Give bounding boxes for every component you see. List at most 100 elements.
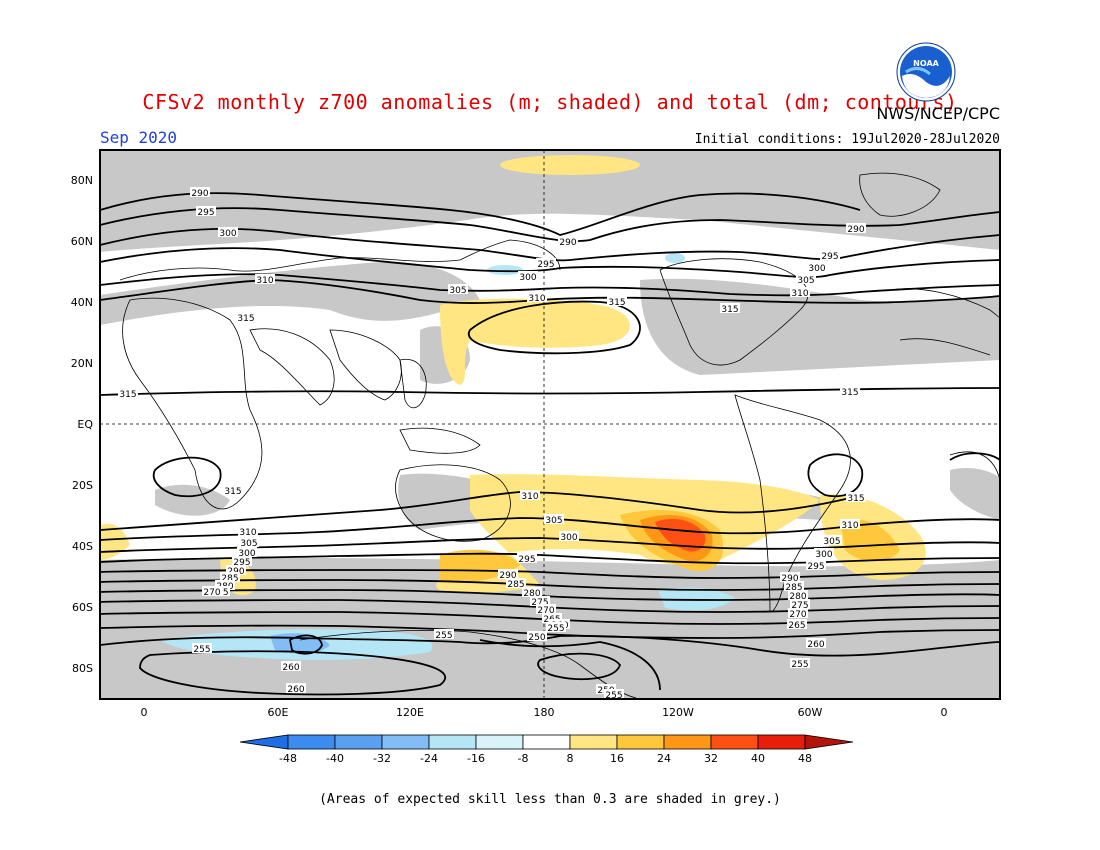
lat-label-80n: 80N bbox=[71, 174, 93, 187]
svg-text:NOAA: NOAA bbox=[913, 59, 939, 68]
colorbar-segment bbox=[569, 734, 618, 750]
contour-label: 250 bbox=[528, 633, 545, 643]
contour-label-bg bbox=[536, 258, 556, 268]
contour-label: 260 bbox=[807, 640, 824, 650]
contour-label: 255 bbox=[435, 631, 452, 641]
contour-label: 275 bbox=[791, 601, 808, 611]
contour-label-bg bbox=[542, 613, 562, 623]
colorbar-tick-label: 48 bbox=[798, 752, 812, 765]
colorbar-arrow-low bbox=[239, 734, 289, 750]
colorbar-segment bbox=[757, 734, 806, 750]
contour-label: 270 bbox=[203, 588, 220, 598]
lat-label-40n: 40N bbox=[71, 296, 93, 309]
contour-label: 315 bbox=[237, 314, 254, 324]
map-frame bbox=[99, 149, 1001, 700]
contour-label-bg bbox=[790, 287, 810, 297]
noaa-logo-icon: NOAA bbox=[896, 42, 956, 102]
contour-label-bg bbox=[506, 578, 526, 588]
colorbar-arrow-high bbox=[804, 734, 854, 750]
contour-label: 310 bbox=[239, 528, 256, 538]
contour-label-bg bbox=[527, 292, 547, 302]
lat-label-eq: EQ bbox=[77, 418, 93, 431]
skill-footnote: (Areas of expected skill less than 0.3 a… bbox=[319, 792, 781, 807]
colorbar-segment bbox=[334, 734, 383, 750]
contour-label-bg bbox=[223, 485, 243, 495]
contour-label: 255 bbox=[547, 624, 564, 634]
lon-label-60e: 60E bbox=[268, 706, 289, 719]
contour-label-bg bbox=[788, 590, 808, 600]
contour-label-bg bbox=[236, 312, 256, 322]
contour-label: 300 bbox=[815, 550, 832, 560]
contour-label-bg bbox=[118, 388, 138, 398]
lon-label-180: 180 bbox=[534, 706, 555, 719]
contour-label-bg bbox=[196, 206, 216, 216]
initial-conditions-label: Initial conditions: 19Jul2020-28Jul2020 bbox=[694, 132, 1000, 147]
agency-label: NWS/NCEP/CPC bbox=[876, 104, 1000, 123]
contour-label: 300 bbox=[519, 273, 536, 283]
colorbar-segment bbox=[710, 734, 759, 750]
colorbar-tick-label: -32 bbox=[373, 752, 391, 765]
contour-label-bg bbox=[215, 580, 235, 590]
valid-month-label: Sep 2020 bbox=[100, 128, 178, 147]
contour-label: 290 bbox=[559, 238, 576, 248]
contour-label: 255 bbox=[791, 660, 808, 670]
contour-label: 305 bbox=[797, 276, 814, 286]
contour-label: 295 bbox=[233, 558, 250, 568]
contour-label-bg bbox=[286, 683, 306, 693]
contour-label-bg bbox=[822, 535, 842, 545]
contour-label-bg bbox=[604, 689, 624, 699]
contour-label: 310 bbox=[528, 294, 545, 304]
contour-label: 285 bbox=[221, 574, 238, 584]
contour-label: 310 bbox=[256, 276, 273, 286]
contour-label-bg bbox=[281, 661, 301, 671]
colorbar-tick-label: -48 bbox=[279, 752, 297, 765]
colorbar-segment bbox=[381, 734, 430, 750]
contour-label-bg bbox=[806, 560, 826, 570]
colorbar-segment bbox=[616, 734, 665, 750]
contour-label-bg bbox=[788, 608, 808, 618]
contour-label: 305 bbox=[240, 539, 257, 549]
contour-label: 300 bbox=[808, 264, 825, 274]
lat-label-40s: 40S bbox=[72, 540, 93, 553]
contour-label: 310 bbox=[841, 521, 858, 531]
contour-label-bg bbox=[530, 596, 550, 606]
contour-label: 310 bbox=[791, 289, 808, 299]
lon-label-120w: 120W bbox=[662, 706, 694, 719]
colorbar-tick-label: 8 bbox=[567, 752, 574, 765]
contour-label: 315 bbox=[119, 390, 136, 400]
contour-label-bg bbox=[784, 581, 804, 591]
contour-label-bg bbox=[232, 556, 252, 566]
contour-label: 290 bbox=[781, 574, 798, 584]
contour-label: 295 bbox=[537, 260, 554, 270]
contour-label: 305 bbox=[449, 286, 466, 296]
contour-label: 270 bbox=[789, 610, 806, 620]
contour-label-bg bbox=[220, 572, 240, 582]
contour-label-bg bbox=[536, 604, 556, 614]
lon-label-0-east: 0 bbox=[941, 706, 948, 719]
contour-label-bg bbox=[806, 638, 826, 648]
contour-label: 280 bbox=[523, 589, 540, 599]
contour-label-bg bbox=[218, 227, 238, 237]
contour-label: 270 bbox=[537, 606, 554, 616]
latitude-labels: 80N 60N 40N 20N EQ 20S 40S 60S 80S bbox=[71, 174, 94, 675]
contour-label: 265 bbox=[788, 621, 805, 631]
contour-label-bg bbox=[796, 274, 816, 284]
height-contours bbox=[99, 192, 1001, 696]
contour-label-bg bbox=[498, 569, 518, 579]
colorbar-segment bbox=[287, 734, 336, 750]
colorbar-tick-label: -16 bbox=[467, 752, 485, 765]
contour-label-bg bbox=[790, 599, 810, 609]
contour-label-bg bbox=[846, 223, 866, 233]
colorbar-tick-label: -8 bbox=[518, 752, 529, 765]
longitude-labels: 0 60E 120E 180 120W 60W 0 bbox=[141, 706, 948, 719]
contour-label: 295 bbox=[518, 555, 535, 565]
contour-label: 295 bbox=[197, 208, 214, 218]
contour-label-bg bbox=[820, 250, 840, 260]
contour-label: 290 bbox=[499, 571, 516, 581]
contour-label-bg bbox=[434, 629, 454, 639]
contour-label: 300 bbox=[560, 533, 577, 543]
colorbar-tick-label: -24 bbox=[420, 752, 438, 765]
contour-label-bg bbox=[544, 514, 564, 524]
